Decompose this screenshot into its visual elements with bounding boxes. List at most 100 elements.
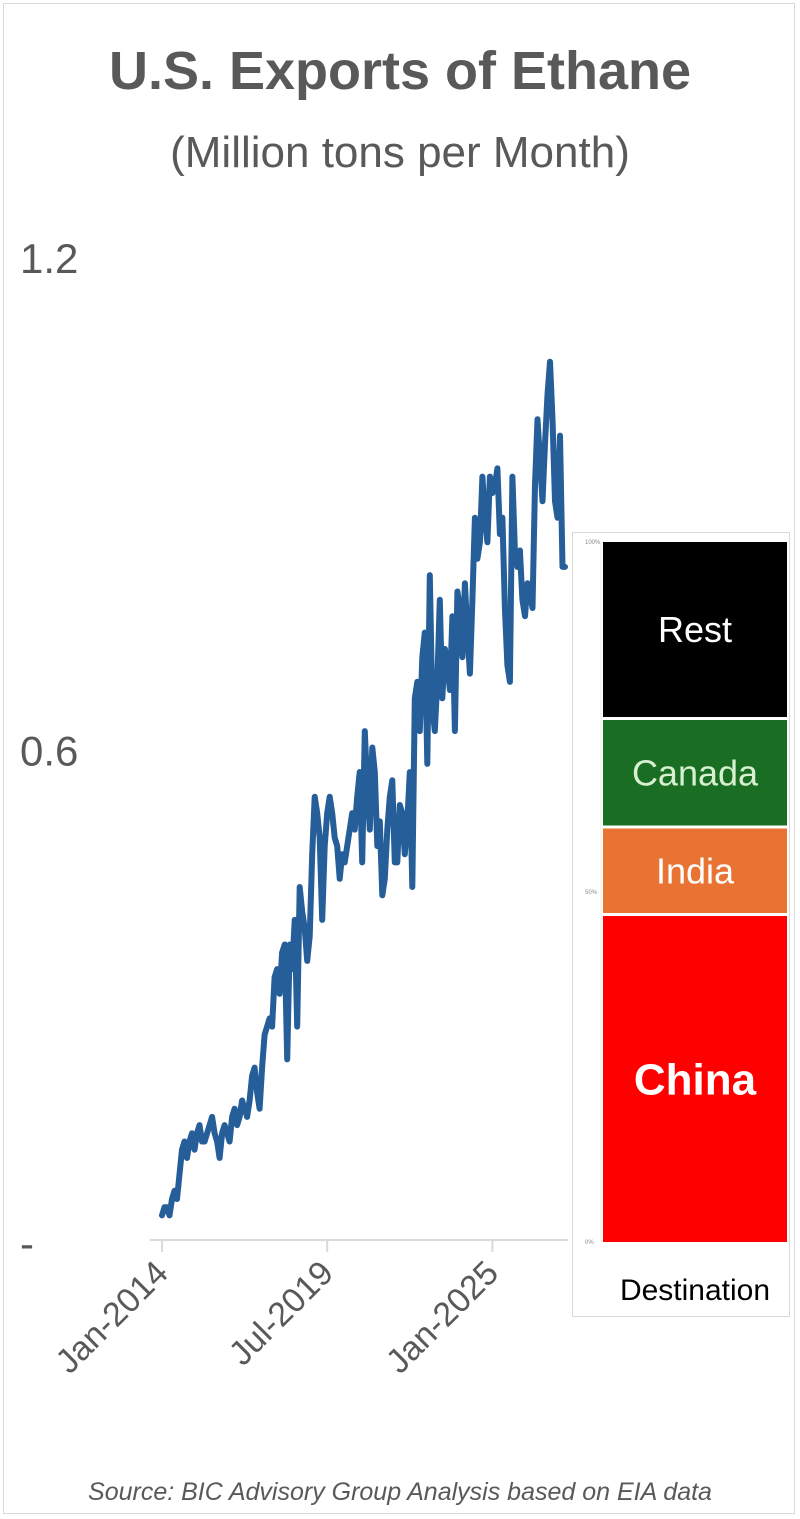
data-point [381,894,383,896]
data-point [379,820,381,822]
data-point [261,1067,263,1069]
data-point [514,550,516,551]
data-point [214,1132,216,1134]
data-point [449,689,451,691]
data-point [504,607,506,609]
data-point [301,911,303,913]
data-point [216,1141,218,1142]
data-point [186,1157,188,1159]
data-point [366,788,368,789]
data-point [291,968,293,970]
data-point [501,517,503,519]
y-tick-label: - [20,1220,34,1267]
data-point [559,435,561,437]
segment-china [603,916,787,1242]
data-point [356,796,358,798]
data-point [519,550,521,551]
data-point [266,1026,268,1028]
data-point [171,1198,173,1200]
data-point [236,1124,238,1126]
data-point [534,484,536,486]
data-point [421,656,423,658]
data-point [484,517,486,519]
segment-label-india: India [656,850,735,891]
data-point [364,730,366,732]
data-point [466,632,468,634]
data-point [194,1149,195,1151]
data-point [241,1100,243,1101]
data-point [321,919,323,921]
data-point [424,632,426,634]
segment-label-china: China [634,1055,757,1104]
data-point [499,533,501,535]
data-point [274,976,276,978]
data-point [336,845,338,847]
chart-title: U.S. Exports of Ethane [108,41,692,101]
data-point [511,476,513,478]
data-point [481,476,483,478]
data-point [391,779,393,781]
data-point [304,927,306,929]
data-point [296,1026,298,1028]
data-point [431,706,433,707]
data-point [399,804,401,806]
line-chart: - 0.6 1.2 Jan-2014 Jul-2019 Jan-2025 [20,235,568,1381]
data-point [396,861,398,863]
data-point [401,812,403,814]
data-point [434,730,436,732]
data-point [404,853,406,855]
data-point [334,837,336,839]
data-point [164,1206,165,1208]
data-point [339,878,341,880]
data-point [544,443,546,445]
data-point [289,944,291,945]
data-point [174,1190,175,1192]
data-point [549,361,551,363]
data-point [476,558,478,560]
data-point [426,763,428,765]
data-point [394,861,396,863]
data-point [221,1132,223,1134]
data-point [209,1124,211,1126]
data-point [456,591,458,592]
source-note: Source: BIC Advisory Group Analysis base… [88,1478,712,1506]
data-point [316,812,318,814]
data-point [249,1100,251,1101]
data-point [486,541,488,543]
data-point [259,1108,261,1110]
data-point [184,1141,185,1142]
data-point [324,845,326,847]
data-point [279,993,281,995]
data-point [491,492,493,494]
segment-rest [603,542,787,717]
data-point [564,566,566,568]
data-point [461,656,463,658]
data-point [169,1214,170,1216]
data-point [311,853,313,855]
data-point [229,1141,231,1142]
data-point [454,730,456,732]
data-point [271,1026,273,1028]
y-tick-label: 0.6 [20,728,78,775]
data-point [416,681,418,683]
data-point [176,1198,178,1200]
data-point [529,591,531,592]
inset-y-tick-label: 0% [585,1240,594,1246]
data-point [359,771,361,773]
data-point [211,1116,213,1118]
data-point [409,771,411,773]
data-point [161,1214,163,1216]
data-point [219,1157,221,1159]
data-point [371,747,373,748]
data-point [494,484,496,486]
data-point [256,1091,258,1093]
data-point [254,1067,256,1069]
data-point [244,1108,246,1110]
data-point [326,812,328,814]
data-point [369,829,371,831]
data-point [341,853,343,855]
data-point [451,615,453,617]
data-point [509,681,511,683]
data-point [527,582,528,584]
data-point [206,1132,208,1134]
